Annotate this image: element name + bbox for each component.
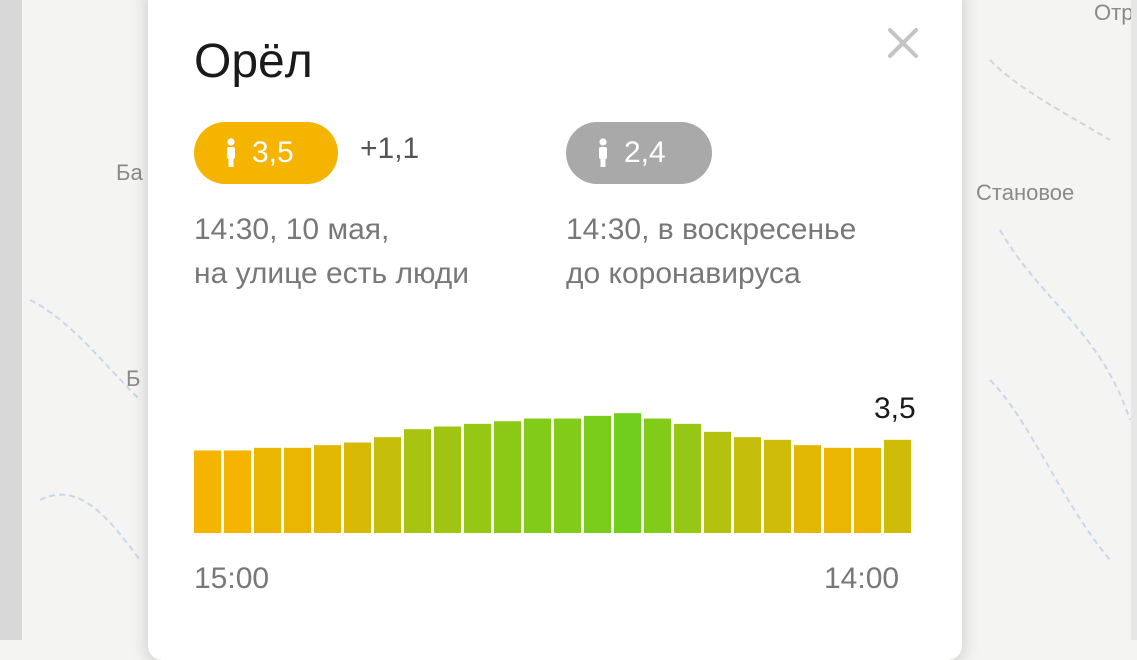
- chart-bar[interactable]: [884, 439, 911, 533]
- chart-bar[interactable]: [314, 445, 341, 533]
- chart-bar[interactable]: [434, 426, 461, 533]
- chart-bar[interactable]: [614, 413, 641, 533]
- x-tick-label-start: 15:00: [194, 562, 270, 595]
- baseline-activity-score: 2,4: [624, 136, 666, 169]
- current-activity-caption: 14:30, 10 мая, на улице есть люди: [194, 208, 469, 296]
- chart-bar[interactable]: [254, 447, 281, 533]
- chart-bar[interactable]: [194, 450, 221, 533]
- current-caption-line1: 14:30, 10 мая,: [194, 213, 390, 246]
- close-icon: [888, 28, 918, 58]
- chart-bar[interactable]: [734, 437, 761, 533]
- map-label-ba: Ба: [116, 160, 143, 185]
- chart-bar[interactable]: [464, 423, 491, 533]
- map-label-stanovoe: Становое: [976, 180, 1075, 205]
- chart-bar[interactable]: [644, 418, 671, 533]
- x-tick-label-end: 14:00: [824, 562, 900, 595]
- hourly-activity-chart: [194, 413, 911, 533]
- current-activity-badge: 3,5: [194, 122, 338, 184]
- baseline-caption-line1: 14:30, в воскресенье: [566, 213, 857, 246]
- city-title: Орёл: [194, 35, 313, 88]
- chart-bar[interactable]: [494, 421, 521, 533]
- current-caption-line2: на улице есть люди: [194, 257, 470, 290]
- close-button[interactable]: [884, 24, 922, 62]
- map-roads: [29, 59, 1131, 561]
- map-background[interactable]: Отр Ба Становое Б: [0, 0, 1137, 640]
- chart-bar[interactable]: [674, 423, 701, 533]
- current-activity-score: 3,5: [252, 136, 294, 169]
- chart-bar[interactable]: [794, 445, 821, 533]
- activity-delta: +1,1: [360, 132, 420, 165]
- chart-bar[interactable]: [854, 447, 881, 533]
- left-edge-panel: [0, 0, 22, 640]
- map-label-b: Б: [126, 366, 141, 391]
- baseline-activity-badge: 2,4: [566, 122, 712, 184]
- person-icon: [227, 138, 235, 167]
- chart-bar[interactable]: [764, 439, 791, 533]
- chart-bar[interactable]: [824, 447, 851, 533]
- baseline-caption-line2: до коронавируса: [566, 257, 801, 290]
- chart-bar[interactable]: [554, 418, 581, 533]
- chart-bar[interactable]: [404, 429, 431, 533]
- city-activity-card: Орёл 3,5 +1,1 2,4 14:30, 10 мая, на улиц…: [148, 0, 962, 660]
- chart-bar[interactable]: [524, 418, 551, 533]
- chart-bar[interactable]: [344, 442, 371, 533]
- chart-bar[interactable]: [374, 437, 401, 533]
- map-label-otr: Отр: [1094, 0, 1134, 25]
- chart-current-value-label: 3,5: [874, 392, 916, 425]
- chart-bar[interactable]: [284, 447, 311, 533]
- right-edge-panel: [1131, 0, 1137, 640]
- chart-bar[interactable]: [704, 431, 731, 533]
- chart-bar[interactable]: [584, 415, 611, 533]
- baseline-activity-caption: 14:30, в воскресенье до коронавируса: [566, 208, 856, 296]
- person-icon: [599, 138, 607, 167]
- chart-bar[interactable]: [224, 450, 251, 533]
